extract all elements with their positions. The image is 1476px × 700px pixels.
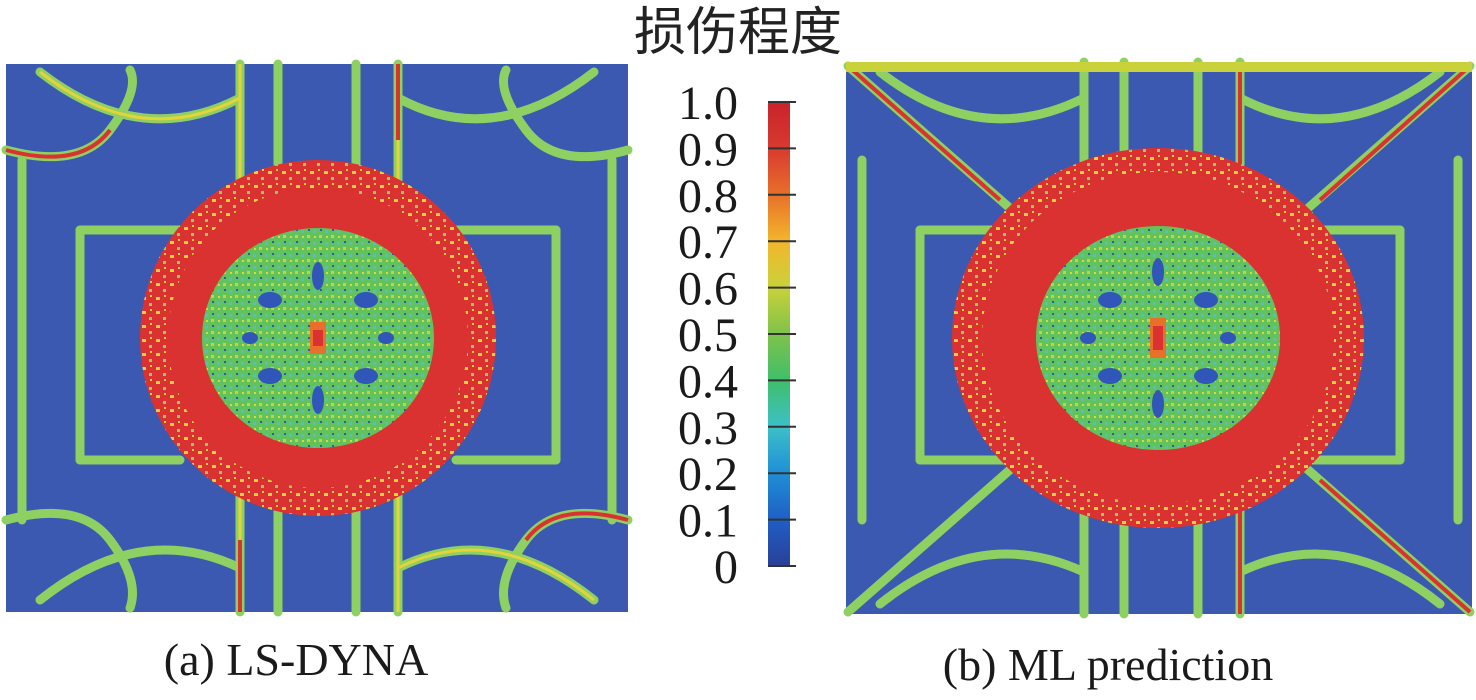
colorbar-tick-label: 0: [714, 541, 738, 594]
panel-b-caption: (b) ML prediction: [943, 639, 1273, 690]
panel-b-core-blue-spots: [1080, 258, 1236, 418]
panel-b-center-mark-red: [1153, 326, 1163, 350]
panel-a-center-mark-red: [313, 330, 323, 346]
panel-a-core-blue-spots: [242, 262, 394, 414]
panel-a-mesh-lines-red: [5, 64, 629, 612]
colorbar-tick-label: 0.5: [678, 309, 738, 362]
colorbar-tick-label: 0.3: [678, 402, 738, 455]
panel-a-ls-dyna-heatmap: [1, 59, 633, 617]
colorbar-tick-label: 0.2: [678, 448, 738, 501]
colorbar-tick-label: 1.0: [678, 77, 738, 130]
colorbar-tick-label: 0.7: [678, 216, 738, 269]
colorbar: 损伤程度 1.00.90.80.70.60.50.40.30.20.10: [634, 3, 842, 594]
colorbar-tick-label: 0.4: [678, 355, 738, 408]
panel-a-caption: (a) LS-DYNA: [164, 634, 428, 685]
panel-b-top-edge: [846, 62, 1472, 72]
panel-b-ml-prediction-heatmap: [843, 57, 1475, 619]
colorbar-ticks: 1.00.90.80.70.60.50.40.30.20.10: [678, 77, 796, 594]
colorbar-title: 损伤程度: [634, 3, 842, 63]
colorbar-tick-label: 0.8: [678, 170, 738, 223]
colorbar-tick-label: 0.1: [678, 495, 738, 548]
colorbar-tick-label: 0.6: [678, 263, 738, 316]
colorbar-tick-label: 0.9: [678, 123, 738, 176]
